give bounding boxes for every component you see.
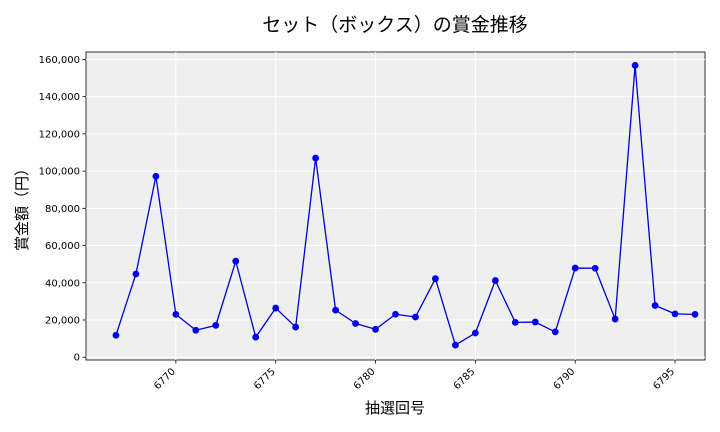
y-tick-label: 40,000 xyxy=(45,278,80,289)
x-axis-label: 抽選回号 xyxy=(365,399,425,417)
data-point xyxy=(571,264,579,272)
data-point xyxy=(412,313,419,321)
series-layer xyxy=(112,61,699,349)
data-point xyxy=(352,320,359,327)
x-tick-label: 6795 xyxy=(651,366,677,392)
data-point xyxy=(591,264,599,272)
data-point xyxy=(511,319,519,326)
data-point xyxy=(292,323,300,331)
data-point xyxy=(272,304,280,312)
data-point xyxy=(671,310,679,318)
y-tick-label: 80,000 xyxy=(45,204,80,215)
data-point xyxy=(551,328,559,336)
data-point xyxy=(491,277,499,284)
y-tick-label: 120,000 xyxy=(39,129,80,140)
chart-title: セット（ボックス）の賞金推移 xyxy=(262,14,527,36)
data-point xyxy=(132,270,140,278)
x-tick-label: 6770 xyxy=(152,366,178,392)
data-point xyxy=(531,318,539,326)
data-point xyxy=(651,302,659,309)
x-tick-label: 6785 xyxy=(452,366,478,392)
x-tick-label: 6775 xyxy=(252,366,278,392)
data-point xyxy=(212,321,220,329)
y-tick-label: 100,000 xyxy=(39,167,80,178)
data-point xyxy=(691,311,699,318)
data-point xyxy=(172,311,180,318)
data-point xyxy=(452,341,459,349)
x-tick-label: 6790 xyxy=(552,366,578,392)
y-axis-label: 賞金額（円） xyxy=(13,161,31,251)
data-point xyxy=(252,333,260,341)
data-point xyxy=(312,154,320,162)
data-point xyxy=(432,275,439,283)
x-axis: 6770 6775 6780 6785 6790 6795 xyxy=(152,360,677,392)
data-point xyxy=(152,172,160,180)
data-point xyxy=(372,325,379,333)
data-point xyxy=(471,329,479,337)
y-tick-label: 20,000 xyxy=(45,315,80,326)
data-point xyxy=(332,306,339,314)
y-axis: 0 20,000 40,000 60,000 80,000 100,000 120,000 1… xyxy=(39,55,86,364)
y-tick-label: 160,000 xyxy=(39,55,80,66)
grid xyxy=(86,52,705,360)
data-point xyxy=(192,326,200,334)
data-point xyxy=(611,315,619,323)
y-tick-label: 0 xyxy=(74,353,80,364)
data-point xyxy=(232,257,240,265)
y-tick-label: 140,000 xyxy=(39,92,80,103)
data-point xyxy=(392,310,399,318)
plot-area xyxy=(85,51,706,361)
data-point xyxy=(112,331,120,339)
y-tick-label: 60,000 xyxy=(45,241,80,252)
x-tick-label: 6780 xyxy=(352,366,378,392)
series-line xyxy=(115,64,696,346)
data-point xyxy=(631,61,639,69)
